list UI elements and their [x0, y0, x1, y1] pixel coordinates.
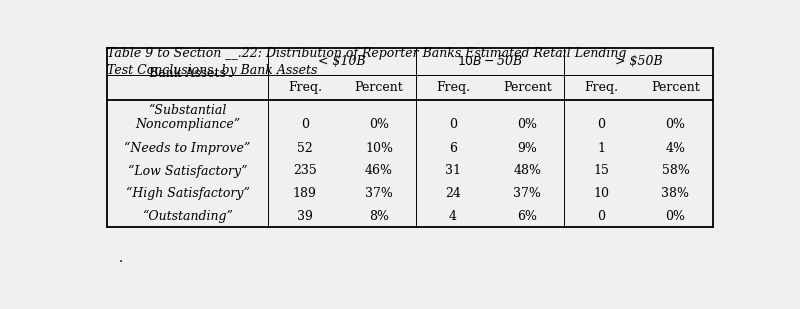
Text: 10: 10 [594, 187, 610, 200]
Text: 8%: 8% [369, 210, 389, 222]
Text: 31: 31 [445, 164, 461, 177]
Text: 189: 189 [293, 187, 317, 200]
Text: 0%: 0% [666, 118, 686, 131]
Text: Freq.: Freq. [584, 81, 618, 94]
Text: $10B-$50B: $10B-$50B [457, 54, 523, 69]
Text: < $10B: < $10B [318, 55, 366, 68]
Text: 24: 24 [445, 187, 461, 200]
Text: “Substantial: “Substantial [149, 104, 227, 117]
Text: 37%: 37% [514, 187, 541, 200]
Text: 0: 0 [598, 118, 606, 131]
Text: 46%: 46% [365, 164, 393, 177]
Text: 0: 0 [598, 210, 606, 222]
Text: Bank Assets: Bank Assets [149, 67, 226, 80]
Text: Percent: Percent [354, 81, 403, 94]
Text: 58%: 58% [662, 164, 690, 177]
Text: 0%: 0% [369, 118, 389, 131]
Text: 0: 0 [449, 118, 457, 131]
Text: 1: 1 [598, 142, 606, 155]
Text: “Outstanding”: “Outstanding” [142, 210, 233, 223]
Text: ·: · [118, 255, 123, 269]
Text: 235: 235 [293, 164, 317, 177]
Text: 0%: 0% [518, 118, 538, 131]
Text: Table 9 to Section __.22: Distribution of Reporter Banks Estimated Retail Lendin: Table 9 to Section __.22: Distribution o… [107, 47, 627, 77]
Text: 52: 52 [297, 142, 313, 155]
Text: 9%: 9% [518, 142, 537, 155]
Text: 15: 15 [594, 164, 610, 177]
Text: 0%: 0% [666, 210, 686, 222]
Text: Freq.: Freq. [288, 81, 322, 94]
Text: 48%: 48% [514, 164, 542, 177]
Text: 6: 6 [449, 142, 457, 155]
Text: Freq.: Freq. [436, 81, 470, 94]
Text: 0: 0 [301, 118, 309, 131]
Text: “High Satisfactory”: “High Satisfactory” [126, 187, 250, 200]
Text: “Low Satisfactory”: “Low Satisfactory” [128, 164, 247, 178]
Text: 39: 39 [297, 210, 313, 222]
Text: > $50B: > $50B [614, 55, 662, 68]
Text: 38%: 38% [662, 187, 690, 200]
Text: Percent: Percent [503, 81, 552, 94]
Text: “Needs to Improve”: “Needs to Improve” [125, 142, 250, 155]
Text: 10%: 10% [365, 142, 393, 155]
Text: Percent: Percent [651, 81, 700, 94]
Text: Noncompliance”: Noncompliance” [135, 118, 240, 131]
Text: 4%: 4% [666, 142, 686, 155]
Text: 6%: 6% [518, 210, 538, 222]
Text: 37%: 37% [365, 187, 393, 200]
Text: 4: 4 [449, 210, 457, 222]
